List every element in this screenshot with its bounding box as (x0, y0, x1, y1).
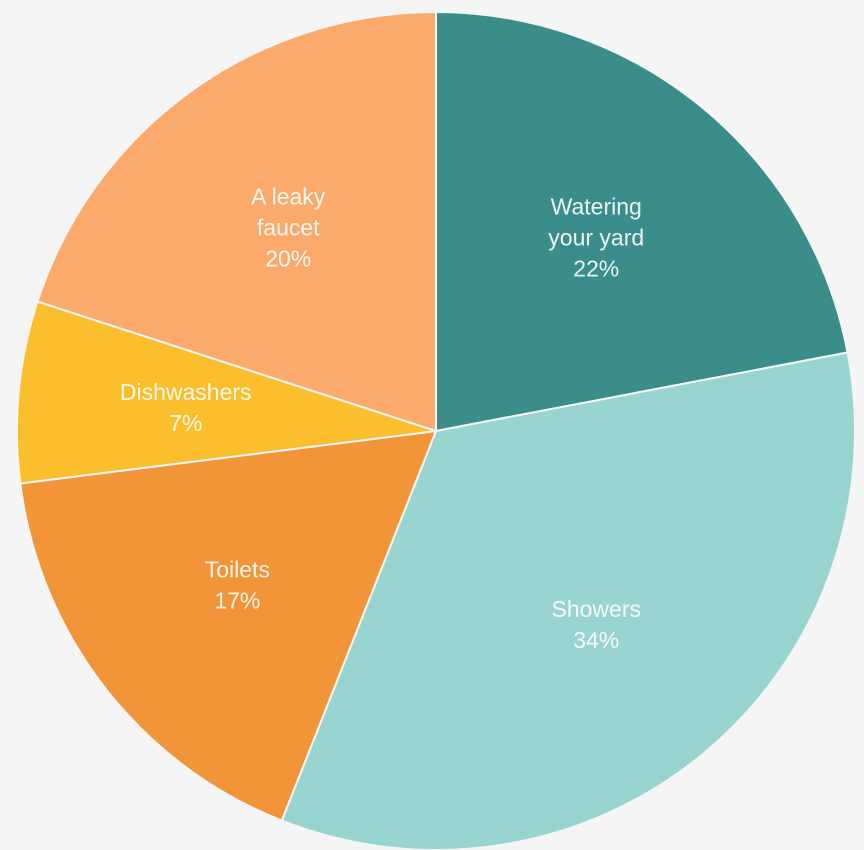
pie-slice-showers (280, 351, 856, 850)
pie-label-text: Showers (552, 596, 641, 622)
pie-label-showers: Showers 34% (552, 596, 641, 653)
pie-label-text: your yard (548, 224, 644, 250)
pie-label-text: Toilets (205, 557, 270, 583)
pie-label-percent: 20% (265, 246, 311, 272)
pie-labels: Watering your yard 22% Showers 34% Toilets 17%… (120, 184, 644, 654)
pie-label-percent: 34% (573, 627, 619, 653)
pie-label-text: faucet (257, 215, 320, 241)
pie-label-percent: 22% (573, 255, 619, 281)
pie-slice-dishwashers (16, 300, 437, 485)
pie-label-text: A leaky (251, 184, 326, 210)
pie-label-toilets: Toilets 17% (205, 557, 270, 614)
pie-slice-watering-your-yard (435, 10, 849, 433)
pie-label-text: Dishwashers (120, 379, 252, 405)
pie-slice-a-leaky-faucet (36, 10, 437, 433)
pie-label-percent: 7% (169, 410, 202, 436)
pie-label-dishwashers: Dishwashers 7% (120, 379, 252, 436)
pie-label-a-leaky-faucet: A leaky faucet 20% (251, 184, 326, 272)
pie-slices (16, 10, 856, 850)
pie-label-watering-your-yard: Watering your yard 22% (548, 193, 644, 281)
pie-slice-toilets (19, 429, 438, 822)
pie-label-text: Watering (551, 193, 642, 219)
pie-label-percent: 17% (214, 588, 260, 614)
